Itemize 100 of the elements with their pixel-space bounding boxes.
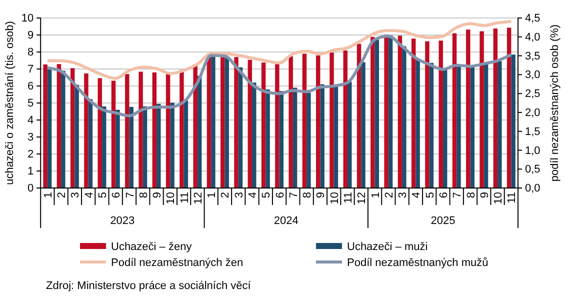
x-tick-label: 10 [492, 192, 505, 204]
bar [411, 38, 416, 188]
bar [320, 84, 324, 188]
x-tick-label: 8 [465, 192, 478, 198]
bar [275, 64, 280, 188]
bar [356, 44, 362, 188]
line-series [46, 20, 513, 80]
bar [224, 56, 229, 188]
bar [248, 60, 252, 188]
x-tick-label: 9 [315, 192, 328, 198]
bar [70, 68, 75, 188]
bar [129, 106, 134, 188]
y2-axis-title: podíl nezaměstnaných osob (%) [549, 24, 561, 182]
x-tick-label: 1 [370, 192, 382, 198]
x-tick-label: 3 [233, 192, 246, 198]
x-tick-label: 7 [124, 192, 136, 198]
bar [74, 84, 79, 188]
bar [388, 35, 393, 188]
bar [197, 76, 202, 188]
bar [343, 50, 348, 188]
bar [288, 56, 293, 188]
bar [138, 72, 143, 188]
y-tick-label: 3 [27, 132, 34, 144]
bar [402, 46, 406, 188]
bar [316, 55, 320, 188]
y-tick-label: 6 [27, 80, 34, 93]
text: 2025 [430, 215, 456, 227]
bar [438, 40, 443, 188]
y-tick-label: 10 [21, 12, 34, 25]
y2-tick-label: 4,5 [525, 12, 540, 25]
bar [152, 72, 157, 188]
bar [302, 54, 307, 188]
legend-label: Podíl nezaměstnaných žen [111, 257, 244, 269]
x-tick-label: 6 [274, 192, 286, 198]
bar [211, 56, 216, 188]
x-tick-label: 1 [206, 192, 218, 198]
x-tick-label: 2 [220, 192, 232, 198]
x-tick-label: 2 [383, 192, 396, 198]
x-tick-label: 11 [178, 192, 191, 204]
bar [261, 62, 266, 188]
x-tick-label: 10 [328, 192, 341, 204]
bar [452, 33, 457, 188]
bar [238, 67, 243, 188]
bar [374, 40, 380, 188]
y2-tick-label: 3,0 [525, 69, 540, 82]
bar [142, 106, 148, 188]
y-tick-label: 8 [27, 46, 34, 59]
x-tick-label: 7 [452, 192, 464, 198]
x-tick-label: 10 [165, 192, 178, 204]
y-tick-label: 1 [27, 166, 34, 178]
bar [266, 89, 270, 188]
x-tick-label: 8 [138, 192, 150, 198]
bar [234, 57, 238, 188]
bar [47, 68, 52, 188]
bar [193, 64, 198, 188]
legend-label: Uchazeči – muži [347, 241, 428, 253]
bar [511, 54, 516, 188]
bar [370, 36, 375, 188]
x-tick-label: 11 [342, 192, 354, 204]
x-tick-label: 9 [152, 192, 164, 198]
bar [361, 62, 366, 188]
x-tick-label: 12 [192, 192, 204, 204]
y-tick-label: 9 [27, 30, 34, 42]
bar [506, 28, 512, 188]
bar [484, 64, 488, 188]
x-tick-label: 9 [478, 192, 491, 198]
bar [180, 70, 184, 188]
bar [416, 58, 420, 188]
bar [398, 36, 402, 188]
bar [306, 92, 311, 188]
x-tick-label: 1 [42, 192, 54, 198]
bar [111, 80, 116, 188]
x-tick-label: 12 [356, 192, 368, 204]
bar [348, 82, 352, 188]
y-tick-label: 0 [27, 182, 34, 195]
x-tick-label: 3 [397, 192, 410, 198]
bar [125, 74, 130, 188]
bar [84, 73, 88, 188]
line-series [46, 34, 513, 118]
legend-label: Uchazeči – ženy [111, 241, 192, 253]
y2-tick-label: 3,5 [525, 50, 540, 62]
y-tick-label: 2 [27, 148, 34, 161]
bar [43, 64, 48, 188]
y2-tick-label: 0,0 [525, 182, 540, 195]
y-axis-title: uchazeči o zaměstnání (tis. osob) [4, 21, 16, 185]
bar [184, 100, 188, 188]
bar [470, 66, 474, 188]
x-tick-label: 5 [424, 192, 436, 198]
bar [498, 61, 502, 188]
bar [292, 88, 298, 188]
y-tick-label: 5 [27, 98, 34, 110]
y2-tick-label: 0,5 [525, 164, 540, 176]
bar [156, 104, 161, 188]
bar [98, 78, 102, 188]
x-tick-label: 11 [506, 192, 518, 204]
y-tick-label: 7 [27, 64, 34, 76]
text: Zdroj: Ministerstvo práce a sociálních věcí [46, 280, 252, 292]
y2-tick-label: 4,0 [525, 31, 540, 44]
x-tick-label: 6 [110, 192, 123, 198]
bar [334, 85, 338, 188]
